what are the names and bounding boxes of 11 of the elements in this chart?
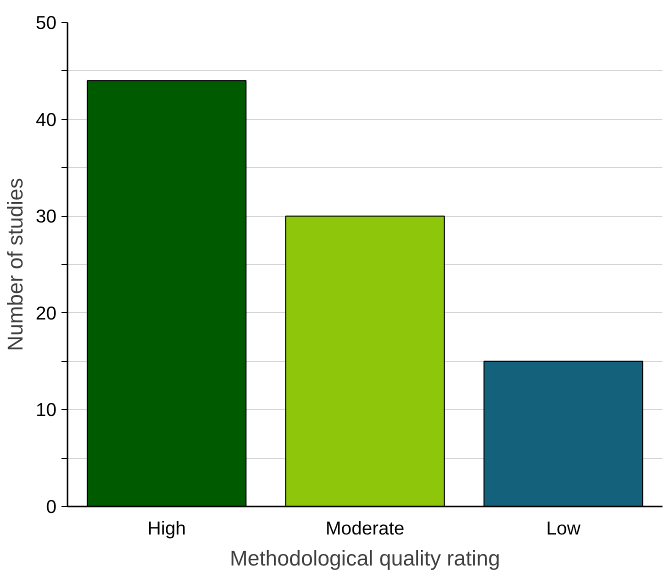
y-axis-title: Number of studies (4, 178, 28, 352)
y-tick-label: 30 (36, 206, 57, 227)
y-tick-label: 10 (36, 399, 57, 420)
x-axis-title: Methodological quality rating (230, 546, 500, 570)
y-tick-label: 0 (46, 496, 57, 517)
y-tick-label: 50 (36, 12, 57, 33)
x-tick-label: High (147, 518, 186, 538)
x-tick-label: Moderate (326, 518, 404, 538)
x-tick-label: Low (546, 518, 581, 538)
y-tick-label: 40 (36, 108, 57, 130)
y-tick-label: 20 (36, 302, 57, 324)
